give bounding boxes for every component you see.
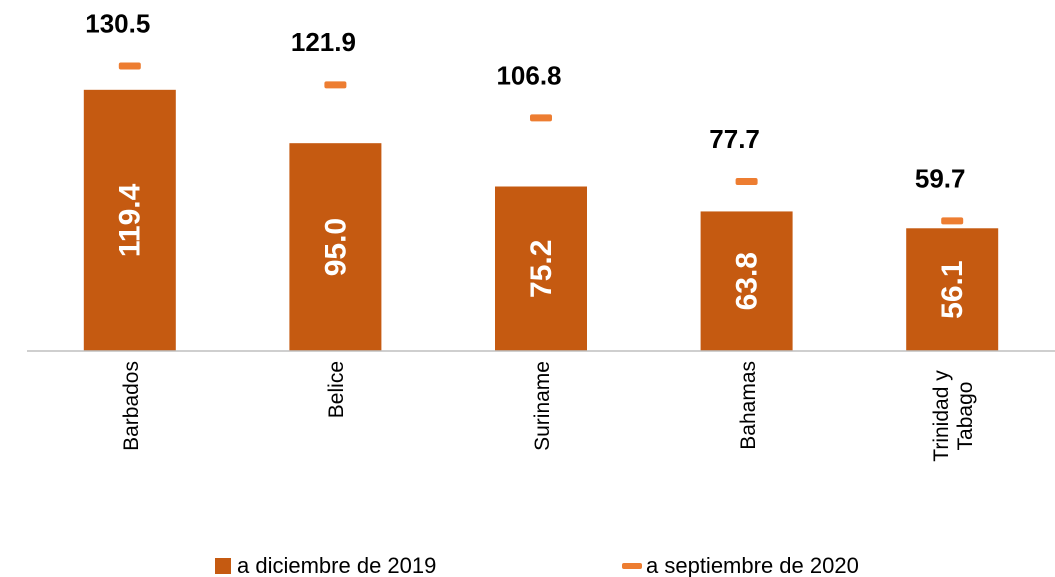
x-tick-text: Barbados [119,361,143,451]
legend-swatch [215,558,231,574]
marker [735,178,758,186]
bar-value-label: 63.8 [731,252,764,310]
x-tick-text: Bahamas [736,361,760,450]
bar-value-label: 95.0 [319,218,352,276]
bar [906,228,999,351]
marker [941,217,964,225]
x-tick-label: Bahamas [737,361,761,511]
bar-value-label: 119.4 [114,183,147,257]
legend-label: a septiembre de 2020 [646,553,859,577]
marker-value-label: 121.9 [291,27,356,57]
bar [289,143,382,351]
x-tick-label: Barbados [120,361,144,511]
marker-value-label: 77.7 [709,124,760,154]
legend-label: a diciembre de 2019 [237,553,436,577]
marker-value-label: 130.5 [85,8,150,38]
legend-swatch [622,563,642,569]
bar [495,186,587,351]
bar [700,211,793,351]
marker [324,81,347,89]
x-tick-label: Belice [325,361,349,511]
marker [530,114,552,122]
marker [118,62,141,70]
x-tick-label: Suriname [531,361,555,511]
x-tick-text: Trinidad y Tabago [930,370,978,462]
x-tick-label: Trinidad y Tabago [930,361,978,511]
x-tick-text: Suriname [531,361,554,451]
marker-value-label: 106.8 [496,60,561,90]
bar-value-label: 75.2 [525,240,558,298]
bar-value-label: 56.1 [936,260,969,318]
marker-value-label: 59.7 [915,163,966,193]
bar [83,89,176,351]
x-tick-text: Belice [325,361,349,419]
